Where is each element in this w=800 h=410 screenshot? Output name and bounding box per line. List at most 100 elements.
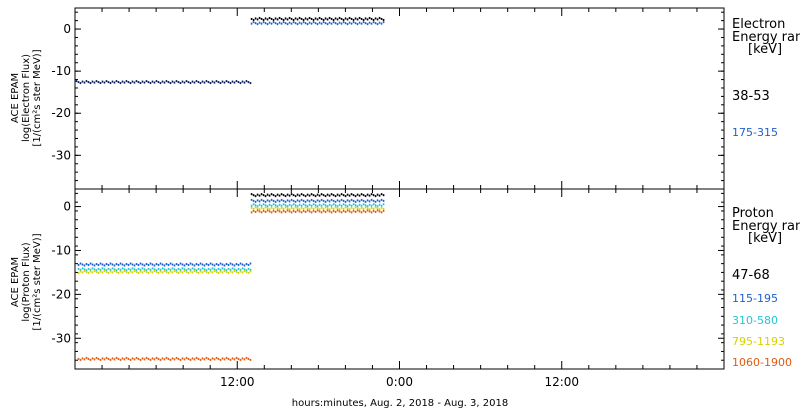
electron-point-38-53: [91, 80, 94, 83]
proton-ytick-label: -30: [51, 331, 71, 345]
proton-point-310-580: [155, 269, 158, 272]
proton-point-1060-1900: [203, 358, 206, 361]
proton-point-1060-1900: [284, 210, 287, 213]
electron-point-175-315: [288, 21, 291, 24]
proton-point-115-195: [233, 264, 236, 267]
proton-point-115-195: [167, 264, 170, 267]
proton-point-310-580: [233, 268, 236, 271]
proton-point-310-580: [115, 269, 118, 272]
proton-point-47-68: [272, 194, 275, 197]
electron-point-175-315: [306, 23, 309, 26]
electron-point-38-53: [320, 17, 323, 20]
proton-point-795-1193: [382, 207, 385, 210]
electron-point-175-315: [314, 22, 317, 25]
proton-point-1060-1900: [302, 209, 305, 212]
electron-point-38-53: [306, 18, 309, 21]
proton-point-795-1193: [334, 206, 337, 209]
electron-point-38-53: [376, 18, 379, 21]
proton-point-795-1193: [125, 270, 128, 273]
electron-point-175-315: [362, 21, 365, 24]
electron-point-38-53: [302, 18, 305, 21]
electron-point-38-53: [153, 81, 156, 84]
electron-point-38-53: [89, 82, 92, 85]
electron-point-175-315: [310, 22, 313, 25]
proton-point-795-1193: [103, 269, 106, 272]
proton-point-115-195: [344, 200, 347, 203]
proton-point-1060-1900: [260, 211, 263, 214]
proton-point-795-1193: [169, 270, 172, 273]
proton-point-115-195: [177, 264, 180, 267]
proton-point-795-1193: [276, 207, 279, 210]
proton-point-310-580: [306, 205, 309, 208]
proton-point-1060-1900: [231, 357, 234, 360]
proton-point-310-580: [221, 267, 224, 270]
proton-point-310-580: [247, 267, 250, 270]
proton-point-310-580: [342, 203, 345, 206]
electron-point-38-53: [249, 82, 252, 85]
proton-point-310-580: [211, 267, 214, 270]
proton-point-795-1193: [252, 207, 255, 210]
electron-point-38-53: [292, 18, 295, 21]
proton-point-1060-1900: [358, 210, 361, 213]
electron-point-38-53: [163, 81, 166, 84]
proton-point-1060-1900: [227, 357, 230, 360]
proton-point-795-1193: [332, 207, 335, 210]
proton-point-795-1193: [239, 270, 242, 273]
proton-point-310-580: [151, 267, 154, 270]
electron-panel-frame: [74, 7, 725, 190]
proton-point-1060-1900: [111, 357, 114, 360]
proton-point-795-1193: [229, 270, 232, 273]
proton-point-115-195: [292, 199, 295, 202]
proton-point-115-195: [356, 199, 359, 202]
proton-point-115-195: [300, 198, 303, 201]
electron-point-175-315: [338, 21, 341, 24]
proton-point-795-1193: [139, 270, 142, 273]
proton-point-1060-1900: [131, 357, 134, 360]
proton-point-310-580: [290, 204, 293, 207]
electron-point-38-53: [300, 17, 303, 20]
proton-point-795-1193: [153, 269, 156, 272]
proton-point-47-68: [338, 194, 341, 197]
proton-point-310-580: [119, 268, 122, 271]
proton-point-795-1193: [374, 206, 377, 209]
proton-point-115-195: [264, 200, 267, 203]
proton-point-1060-1900: [221, 357, 224, 360]
electron-point-38-53: [113, 81, 116, 84]
proton-point-1060-1900: [376, 209, 379, 212]
electron-point-38-53: [135, 80, 138, 83]
proton-point-115-195: [141, 263, 144, 266]
electron-point-38-53: [175, 80, 178, 83]
proton-point-1060-1900: [286, 209, 289, 212]
proton-point-1060-1900: [268, 210, 271, 213]
electron-ytick-label: 0: [63, 22, 71, 36]
proton-point-1060-1900: [233, 358, 236, 361]
proton-point-310-580: [205, 269, 208, 272]
proton-point-115-195: [346, 199, 349, 202]
proton-point-795-1193: [227, 271, 230, 274]
proton-point-47-68: [250, 193, 253, 196]
proton-point-115-195: [147, 264, 150, 267]
proton-point-1060-1900: [143, 358, 146, 361]
electron-point-38-53: [243, 81, 246, 84]
proton-point-310-580: [195, 269, 198, 272]
proton-point-310-580: [153, 268, 156, 271]
electron-point-38-53: [97, 81, 100, 84]
proton-point-310-580: [185, 269, 188, 272]
proton-point-795-1193: [185, 270, 188, 273]
proton-point-795-1193: [292, 207, 295, 210]
proton-point-115-195: [131, 263, 134, 266]
proton-point-1060-1900: [330, 211, 333, 214]
electron-point-38-53: [298, 16, 301, 19]
electron-point-38-53: [241, 80, 244, 83]
proton-point-1060-1900: [89, 358, 92, 361]
proton-point-1060-1900: [205, 356, 208, 359]
proton-point-310-580: [330, 204, 333, 207]
proton-point-310-580: [213, 268, 216, 271]
electron-point-38-53: [109, 82, 112, 85]
proton-point-310-580: [374, 204, 377, 207]
proton-point-795-1193: [298, 208, 301, 211]
proton-point-1060-1900: [119, 358, 122, 361]
proton-point-310-580: [77, 267, 80, 270]
proton-point-1060-1900: [266, 209, 269, 212]
proton-point-115-195: [245, 263, 248, 266]
